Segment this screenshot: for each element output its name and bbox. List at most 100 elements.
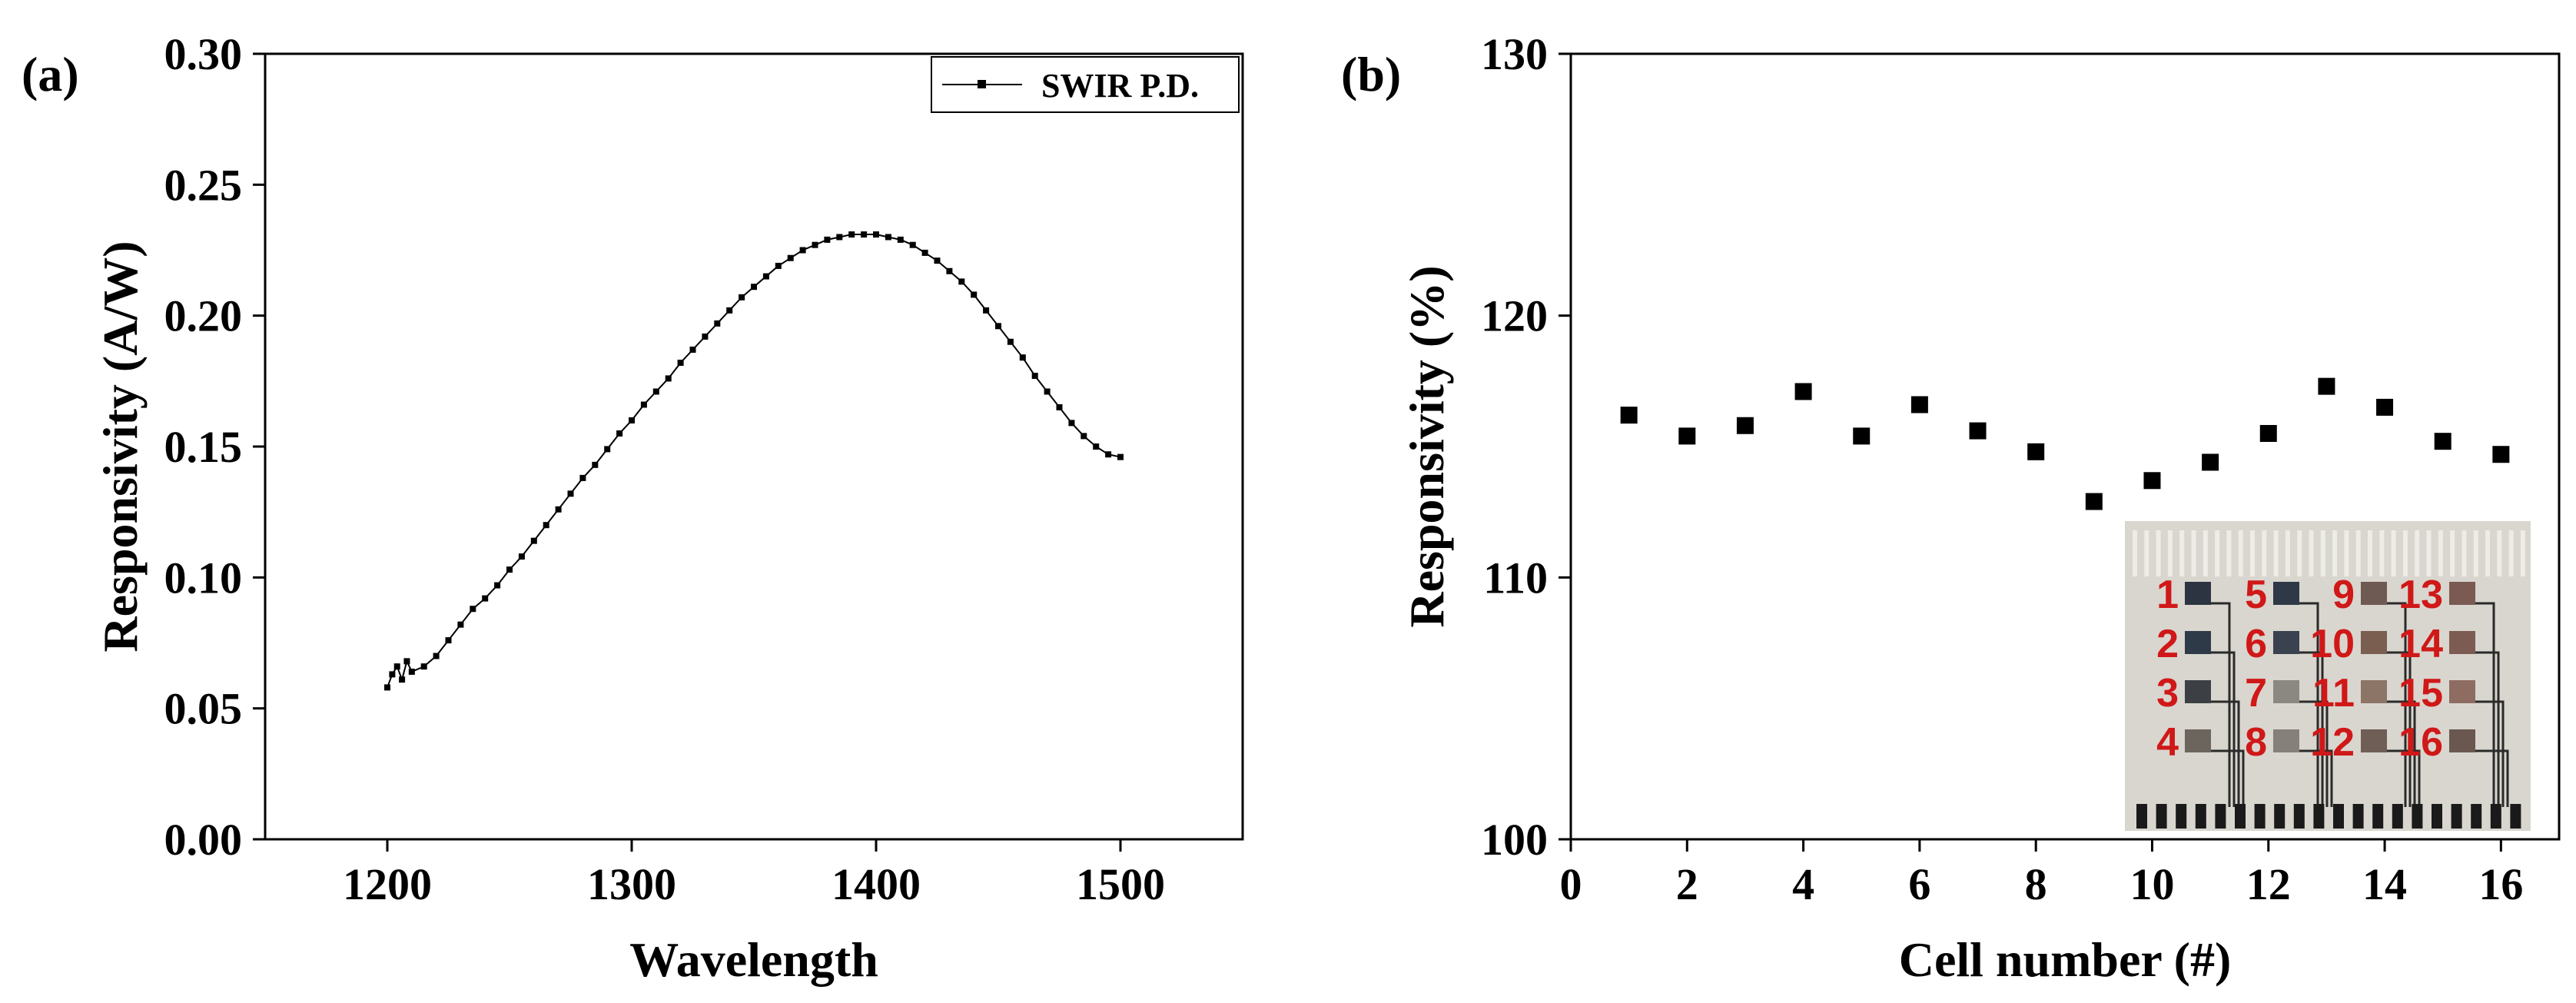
inset-top-line xyxy=(2226,530,2232,576)
inset-bottom-pad xyxy=(2392,804,2403,829)
data-point xyxy=(408,668,415,675)
inset-cell-pad xyxy=(2273,680,2299,703)
inset-cell-pad xyxy=(2273,582,2299,605)
inset-bottom-pad xyxy=(2510,804,2521,829)
data-point xyxy=(2376,398,2394,416)
data-point xyxy=(1093,443,1100,450)
x-tick-label: 10 xyxy=(2130,859,2174,909)
data-point xyxy=(677,359,684,366)
data-point xyxy=(2202,453,2219,471)
panel-b-label: (b) xyxy=(1341,47,1401,101)
data-point xyxy=(983,307,990,314)
inset-top-line xyxy=(2285,530,2290,576)
series-line xyxy=(387,234,1121,688)
inset-cell-pad xyxy=(2449,729,2475,752)
inset-trace xyxy=(2475,602,2495,807)
inset-top-line xyxy=(2426,530,2432,576)
inset-top-line xyxy=(2520,530,2525,576)
inset-cell-number: 4 xyxy=(2156,720,2179,765)
data-point xyxy=(1117,453,1124,460)
inset-cell-number: 10 xyxy=(2310,622,2355,666)
inset-cell-pad xyxy=(2185,729,2211,752)
data-point xyxy=(2318,377,2335,395)
inset-trace xyxy=(2211,749,2245,807)
data-point xyxy=(787,254,794,261)
data-point xyxy=(714,320,721,327)
panel-b-plot-frame xyxy=(1569,52,2561,841)
inset-bottom-pad xyxy=(2432,804,2442,829)
inset-trace xyxy=(2475,749,2509,807)
inset-top-line xyxy=(2402,530,2408,576)
inset-top-line xyxy=(2156,530,2161,576)
data-point xyxy=(873,231,879,238)
inset-top-line xyxy=(2320,530,2325,576)
data-point xyxy=(445,637,452,644)
inset-bottom-pad xyxy=(2136,804,2147,829)
inset-cell-pad xyxy=(2185,582,2211,605)
inset-top-line xyxy=(2203,530,2208,576)
inset-top-line xyxy=(2461,530,2467,576)
data-point xyxy=(1969,422,1987,440)
data-point xyxy=(652,388,659,395)
panel-b-data-points xyxy=(1620,377,2510,510)
inset-cell-number: 14 xyxy=(2398,622,2443,666)
data-point xyxy=(2434,433,2452,450)
data-point xyxy=(2259,424,2277,442)
data-point xyxy=(1056,404,1063,410)
inset-cell-number: 8 xyxy=(2245,720,2267,765)
inset-top-line xyxy=(2497,530,2502,576)
y-tick-label: 0.25 xyxy=(164,160,243,210)
data-point xyxy=(934,257,941,264)
inset-trace xyxy=(2299,700,2329,807)
data-point xyxy=(739,294,745,301)
inset-cell-number: 7 xyxy=(2245,671,2267,716)
data-point xyxy=(399,676,406,683)
data-point xyxy=(1044,388,1051,395)
inset-top-line xyxy=(2215,530,2220,576)
inset-cell-pad xyxy=(2449,680,2475,703)
inset-trace xyxy=(2387,749,2421,807)
data-point xyxy=(640,401,647,408)
data-point xyxy=(885,234,891,241)
inset-bottom-pad xyxy=(2235,804,2246,829)
inset-top-line xyxy=(2450,530,2455,576)
panel-b-y-axis-title: Responsivity (%) xyxy=(1399,265,1454,627)
inset-bottom-pad xyxy=(2412,804,2423,829)
x-tick-label: 0 xyxy=(1560,859,1582,909)
inset-trace xyxy=(2211,602,2231,807)
x-tick-label: 1200 xyxy=(343,859,432,909)
panel-b-x-axis: 0 2 4 6 8 10 12 14 16 xyxy=(1560,839,2523,909)
y-tick-label: 0.10 xyxy=(164,553,243,603)
inset-trace xyxy=(2387,602,2407,807)
x-tick-label: 12 xyxy=(2246,859,2291,909)
data-point xyxy=(2143,472,2161,490)
data-point xyxy=(1105,451,1112,458)
panel-a-data-points xyxy=(384,231,1124,691)
data-point xyxy=(567,490,574,497)
data-point xyxy=(665,375,672,382)
y-tick-label: 110 xyxy=(1483,553,1548,603)
inset-top-line xyxy=(2355,530,2361,576)
data-point xyxy=(470,606,476,613)
data-point xyxy=(909,241,916,248)
inset-top-line xyxy=(2332,530,2338,576)
inset-top-line xyxy=(2133,530,2137,576)
y-tick-label: 120 xyxy=(1481,291,1548,341)
inset-cell-number: 13 xyxy=(2398,573,2443,617)
inset-top-line xyxy=(2379,530,2385,576)
data-point xyxy=(1081,433,1087,440)
data-point xyxy=(2027,443,2045,460)
y-tick-label: 0.05 xyxy=(164,684,243,734)
inset-bottom-pad xyxy=(2293,804,2305,829)
data-point xyxy=(995,323,1001,330)
x-tick-label: 4 xyxy=(1792,859,1814,909)
x-tick-label: 1300 xyxy=(587,859,676,909)
data-point xyxy=(958,278,965,285)
data-point xyxy=(420,663,427,670)
y-tick-label: 100 xyxy=(1481,815,1548,865)
x-tick-label: 16 xyxy=(2478,859,2523,909)
inset-bottom-pad xyxy=(2471,804,2482,829)
inset-top-line xyxy=(2179,530,2185,576)
